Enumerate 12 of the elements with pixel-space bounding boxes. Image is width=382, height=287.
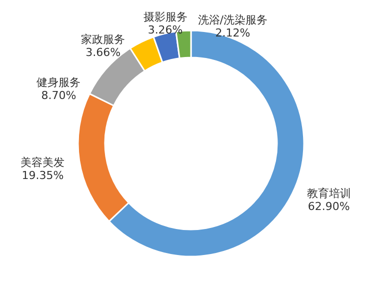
- slice-label: 家政服务: [81, 32, 126, 46]
- data-label: 8.70%: [41, 89, 76, 102]
- data-label: 2.12%: [215, 26, 250, 40]
- data-label: 3.66%: [86, 46, 121, 59]
- data-label: 3.26%: [148, 23, 183, 36]
- data-label: 62.90%: [308, 200, 350, 213]
- slice-label: 洗浴/洗染服务: [198, 14, 268, 27]
- slice-label: 健身服务: [36, 76, 81, 90]
- slice-label: 摄影服务: [143, 10, 188, 24]
- slice-label: 教育培训: [306, 186, 351, 200]
- data-label: 19.35%: [22, 168, 64, 182]
- slice-label: 美容美发: [20, 156, 65, 169]
